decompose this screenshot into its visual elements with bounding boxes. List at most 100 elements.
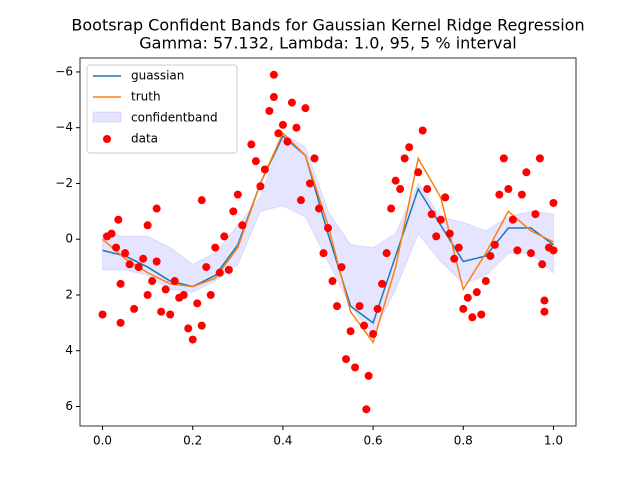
data-point bbox=[269, 70, 278, 79]
data-point bbox=[247, 140, 256, 149]
data-point bbox=[161, 285, 170, 294]
data-point bbox=[251, 157, 260, 166]
data-point bbox=[436, 215, 445, 224]
x-tick-label: 0.8 bbox=[454, 434, 473, 448]
data-point bbox=[517, 190, 526, 199]
data-point bbox=[513, 246, 522, 255]
data-point bbox=[121, 249, 130, 258]
data-point bbox=[112, 243, 121, 252]
data-point bbox=[220, 232, 229, 241]
data-point bbox=[378, 279, 387, 288]
data-point bbox=[170, 277, 179, 286]
legend-label: confidentband bbox=[131, 111, 218, 125]
data-point bbox=[265, 106, 274, 115]
legend: guassian truth confidentband data bbox=[86, 64, 238, 154]
data-point bbox=[362, 405, 371, 414]
data-point bbox=[287, 98, 296, 107]
data-point bbox=[463, 293, 472, 302]
data-point bbox=[197, 196, 206, 205]
data-point bbox=[459, 304, 468, 313]
plot-frame bbox=[79, 57, 577, 427]
data-point bbox=[531, 210, 540, 219]
data-point bbox=[324, 224, 332, 233]
x-tick-label: 1.0 bbox=[544, 434, 563, 448]
x-tick-label: 0.0 bbox=[93, 434, 112, 448]
data-point bbox=[152, 204, 161, 213]
data-point bbox=[114, 215, 123, 224]
data-point bbox=[432, 232, 441, 241]
data-point bbox=[283, 137, 292, 146]
data-point bbox=[256, 182, 265, 191]
y-tick-label: −2 bbox=[55, 176, 73, 190]
chart-title: Bootsrap Confident Bands for Gaussian Ke… bbox=[71, 16, 584, 35]
data-point bbox=[346, 327, 355, 336]
data-point bbox=[522, 168, 531, 177]
data-point bbox=[526, 249, 535, 258]
y-tick-label: 0 bbox=[65, 232, 73, 246]
data-point bbox=[116, 318, 125, 327]
data-point bbox=[495, 190, 504, 199]
data-point bbox=[333, 302, 342, 311]
y-tick-label: 4 bbox=[65, 343, 73, 357]
data-point bbox=[179, 290, 188, 299]
data-point bbox=[125, 260, 134, 269]
data-point bbox=[351, 363, 360, 372]
data-point bbox=[134, 263, 143, 272]
legend-swatch bbox=[103, 135, 111, 143]
data-point bbox=[152, 257, 161, 266]
data-point bbox=[184, 324, 193, 333]
data-point bbox=[540, 296, 549, 305]
data-point bbox=[310, 154, 319, 163]
data-point bbox=[364, 371, 373, 380]
data-point bbox=[116, 279, 125, 288]
data-point bbox=[319, 249, 328, 258]
data-point bbox=[301, 104, 310, 113]
data-point bbox=[215, 268, 224, 277]
data-point bbox=[481, 277, 490, 286]
y-tick-label: −4 bbox=[55, 120, 73, 134]
legend-label: guassian bbox=[131, 69, 184, 83]
data-point bbox=[373, 304, 382, 313]
data-point bbox=[490, 240, 499, 249]
data-point bbox=[540, 307, 549, 316]
data-point bbox=[166, 310, 175, 319]
data-point bbox=[468, 313, 477, 322]
data-point bbox=[445, 229, 454, 238]
data-point bbox=[278, 120, 287, 129]
data-point bbox=[538, 260, 547, 269]
legend-label: truth bbox=[131, 90, 161, 104]
legend-swatch bbox=[92, 111, 122, 123]
data-point bbox=[549, 246, 558, 255]
legend-frame bbox=[86, 64, 238, 154]
data-point bbox=[508, 215, 517, 224]
data-point bbox=[139, 254, 148, 263]
data-point bbox=[197, 321, 206, 330]
data-point bbox=[260, 165, 269, 174]
data-point bbox=[98, 310, 107, 319]
data-point bbox=[292, 123, 301, 132]
data-point bbox=[337, 263, 346, 272]
data-point bbox=[107, 229, 116, 238]
data-point bbox=[454, 243, 463, 252]
data-point bbox=[328, 277, 337, 286]
y-tick-label: 2 bbox=[65, 287, 73, 301]
data-point bbox=[499, 154, 508, 163]
data-point bbox=[418, 126, 427, 135]
data-point bbox=[229, 207, 238, 216]
data-point bbox=[369, 330, 378, 338]
data-point bbox=[391, 176, 400, 185]
data-point bbox=[305, 179, 314, 188]
data-point bbox=[296, 196, 305, 205]
data-point bbox=[274, 129, 283, 138]
data-point bbox=[238, 221, 247, 230]
legend-label: data bbox=[131, 132, 158, 146]
y-tick-label: −6 bbox=[55, 64, 73, 78]
data-point bbox=[504, 185, 513, 194]
x-tick-label: 0.2 bbox=[183, 434, 202, 448]
data-point bbox=[382, 249, 391, 258]
data-point bbox=[400, 154, 409, 163]
data-point bbox=[472, 288, 481, 297]
data-point bbox=[387, 204, 396, 213]
chart-subtitle: Gamma: 57.132, Lambda: 1.0, 95, 5 % inte… bbox=[139, 34, 516, 53]
